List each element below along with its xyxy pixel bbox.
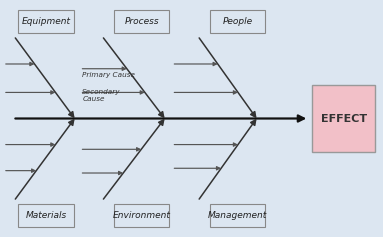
Bar xyxy=(18,10,74,32)
Text: Environment: Environment xyxy=(113,211,171,220)
Bar xyxy=(114,10,169,32)
Text: Materials: Materials xyxy=(25,211,67,220)
Bar xyxy=(114,204,169,227)
Text: EFFECT: EFFECT xyxy=(321,114,367,123)
Text: Process: Process xyxy=(124,17,159,26)
Text: Primary Cause: Primary Cause xyxy=(82,72,135,78)
Text: Secondary
Cause: Secondary Cause xyxy=(82,90,121,102)
Bar xyxy=(18,204,74,227)
Text: Management: Management xyxy=(208,211,267,220)
Bar xyxy=(312,85,375,152)
Bar xyxy=(210,10,265,32)
Text: Equipment: Equipment xyxy=(21,17,70,26)
Bar xyxy=(210,204,265,227)
Text: People: People xyxy=(223,17,252,26)
